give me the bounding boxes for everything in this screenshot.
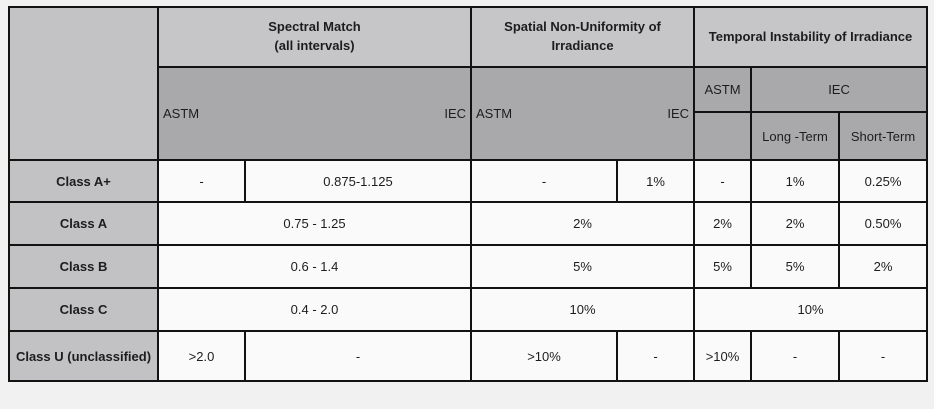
header-group-row: Spectral Match (all intervals) Spatial N… (8, 6, 929, 161)
class-a-plus-spectral-iec: 0.875-1.125 (243, 159, 473, 203)
spectral-match-title-line2: (all intervals) (274, 38, 355, 53)
spatial-astm-label: ASTM (476, 106, 513, 121)
spectral-astm-label: ASTM (163, 106, 200, 121)
class-b-temporal-astm: 5% (693, 244, 753, 289)
class-a-plus-spatial-iec: 1% (616, 159, 696, 203)
solar-simulator-classification-table: Spectral Match (all intervals) Spatial N… (8, 6, 929, 382)
row-label-class-c: Class C (8, 287, 159, 332)
spectral-astm-iec-subheader: ASTM IEC (156, 66, 473, 161)
class-a-temporal-astm: 2% (693, 201, 753, 246)
column-group-spatial-non-uniformity: Spatial Non-Uniformity of Irradiance (470, 6, 696, 68)
long-term-subheader: Long -Term (750, 111, 841, 161)
class-u-spectral-iec: - (243, 330, 473, 382)
column-group-temporal-instability: Temporal Instability of Irradiance (693, 6, 929, 68)
class-a-spectral-merged: 0.75 - 1.25 (156, 201, 473, 246)
spatial-title-line1: Spatial Non-Uniformity of (504, 19, 661, 35)
class-a-plus-temporal-astm: - (693, 159, 753, 203)
class-a-temporal-long: 2% (750, 201, 841, 246)
row-label-class-u: Class U (unclassified) (8, 330, 159, 382)
table-row-class-c: Class C 0.4 - 2.0 10% 10% (8, 287, 929, 332)
column-group-spectral-match: Spectral Match (all intervals) (156, 6, 473, 68)
class-u-temporal-astm: >10% (693, 330, 753, 382)
class-b-temporal-short: 2% (838, 244, 929, 289)
class-u-temporal-short: - (838, 330, 929, 382)
class-a-plus-temporal-short: 0.25% (838, 159, 929, 203)
temporal-astm-subheader: ASTM (693, 66, 753, 113)
class-a-spatial-merged: 2% (470, 201, 696, 246)
spatial-astm-iec-subheader: ASTM IEC (470, 66, 696, 161)
row-label-class-b: Class B (8, 244, 159, 289)
class-c-spectral-merged: 0.4 - 2.0 (156, 287, 473, 332)
table-row-class-a: Class A 0.75 - 1.25 2% 2% 2% 0.50% (8, 201, 929, 246)
row-label-class-a-plus: Class A+ (8, 159, 159, 203)
class-a-plus-temporal-long: 1% (750, 159, 841, 203)
temporal-astm-empty-cell (693, 111, 753, 161)
class-b-temporal-long: 5% (750, 244, 841, 289)
temporal-title: Temporal Instability of Irradiance (708, 28, 913, 44)
corner-cell (8, 6, 159, 161)
class-a-temporal-short: 0.50% (838, 201, 929, 246)
class-c-spatial-merged: 10% (470, 287, 696, 332)
header-sub-row-2: Long -Term Short-Term (9, 111, 929, 161)
class-b-spectral-merged: 0.6 - 1.4 (156, 244, 473, 289)
spectral-iec-label: IEC (444, 106, 467, 121)
class-a-plus-spectral-astm: - (157, 159, 246, 203)
table-row-class-b: Class B 0.6 - 1.4 5% 5% 5% 2% (8, 244, 929, 289)
class-u-spatial-astm: >10% (470, 330, 619, 382)
table-row-class-u: Class U (unclassified) >2.0 - >10% - >10… (8, 330, 929, 382)
header-sub-row-1: ASTM IEC ASTM IEC ASTM IEC (9, 66, 929, 161)
spectral-match-title-line1: Spectral Match (268, 19, 361, 35)
class-c-temporal-merged: 10% (693, 287, 929, 332)
class-b-spatial-merged: 5% (470, 244, 696, 289)
spatial-title-line2: Irradiance (551, 38, 614, 53)
spatial-iec-label: IEC (667, 106, 690, 121)
row-label-class-a: Class A (8, 201, 159, 246)
class-a-plus-spatial-astm: - (470, 159, 619, 203)
class-u-spatial-iec: - (616, 330, 696, 382)
table-row-class-a-plus: Class A+ - 0.875-1.125 - 1% - 1% 0.25% (8, 159, 929, 203)
temporal-iec-subheader: IEC (750, 66, 929, 113)
class-u-temporal-long: - (750, 330, 841, 382)
class-u-spectral-astm: >2.0 (157, 330, 246, 382)
short-term-subheader: Short-Term (838, 111, 929, 161)
